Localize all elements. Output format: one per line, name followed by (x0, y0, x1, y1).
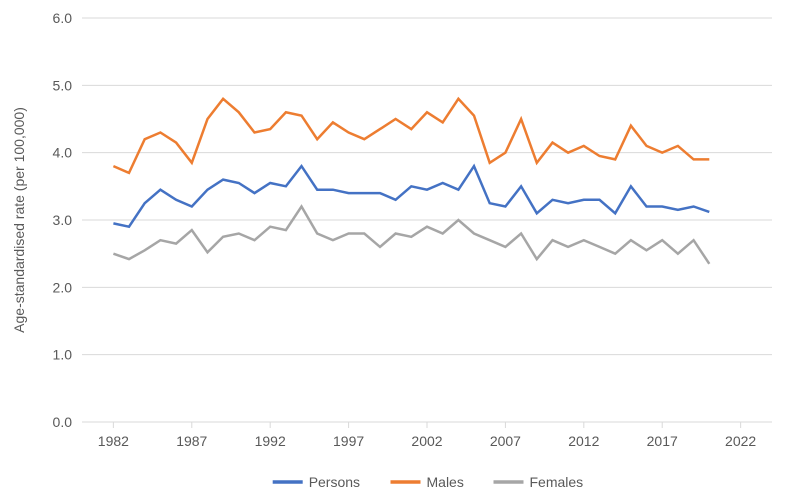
legend-label-persons: Persons (309, 474, 360, 490)
legend-label-males: Males (427, 474, 464, 490)
series-persons (113, 166, 709, 227)
x-tick-label: 2022 (725, 433, 756, 449)
y-tick-label: 5.0 (53, 77, 73, 93)
y-tick-label: 6.0 (53, 10, 73, 26)
x-tick-label: 2002 (411, 433, 442, 449)
legend-label-females: Females (530, 474, 584, 490)
legend: Persons Males Females (273, 474, 583, 490)
series-females (113, 207, 709, 264)
series-males (113, 99, 709, 173)
line-chart: 0.0 1.0 2.0 3.0 4.0 5.0 6.0 1982 1987 1992 1997 200… (0, 0, 802, 500)
x-tick-label: 2007 (490, 433, 521, 449)
y-tick-label: 2.0 (53, 279, 73, 295)
x-tick-label: 2017 (647, 433, 678, 449)
y-tick-label: 4.0 (53, 145, 73, 161)
x-tick-label: 1982 (98, 433, 129, 449)
y-tick-label: 3.0 (53, 212, 73, 228)
y-tick-label: 1.0 (53, 347, 73, 363)
x-tick-label: 1997 (333, 433, 364, 449)
x-tick-label: 1987 (176, 433, 207, 449)
y-tick-label: 0.0 (53, 414, 73, 430)
x-tick-label: 2012 (568, 433, 599, 449)
x-tick-label: 1992 (255, 433, 286, 449)
y-axis-label: Age-standardised rate (per 100,000) (11, 107, 27, 333)
